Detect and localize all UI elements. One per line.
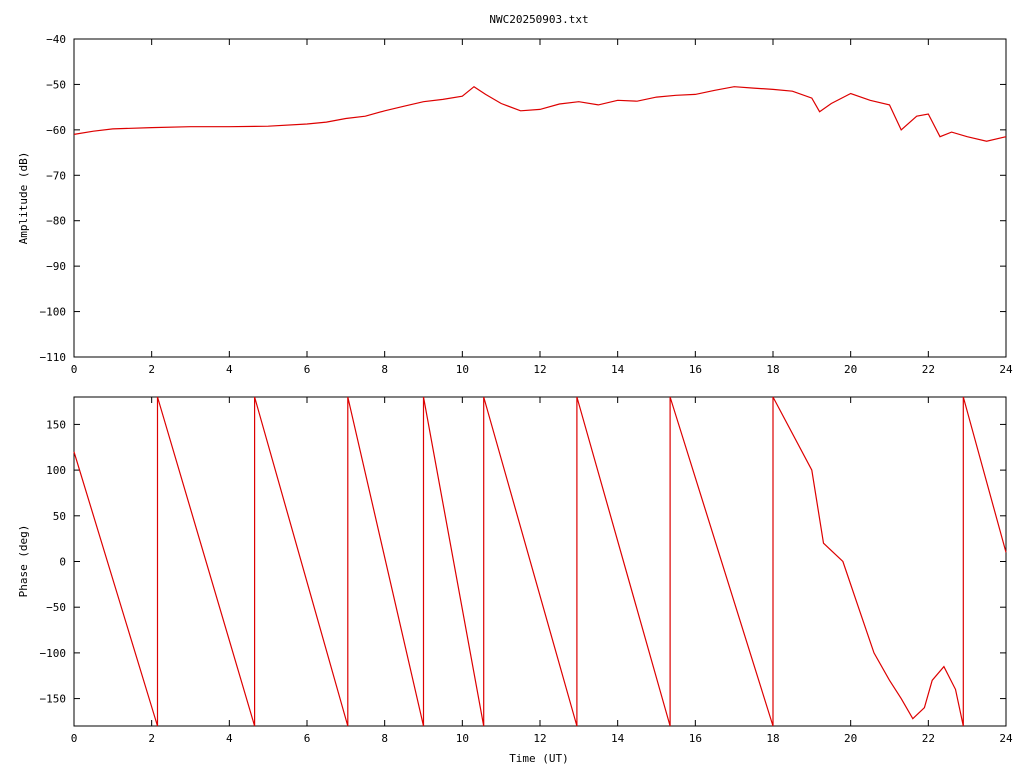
amplitude-y-axis-label: Amplitude (dB) [17,152,30,245]
amplitude-axis-ticks: 0 2 4 6 8 10 12 14 16 18 20 22 24−110−100−90−80−70−6… [40,33,1013,376]
amplitude-x-tick-label: 24 [999,363,1013,376]
amplitude-y-tick-label: −100 [40,306,67,319]
phase-x-tick-label: 8 [381,732,388,745]
phase-x-tick-label: 16 [689,732,702,745]
phase-x-tick-label: 10 [456,732,469,745]
phase-axis-ticks: 0 2 4 6 8 10 12 14 16 18 20 22 24−150−100−5005010015… [40,397,1013,745]
amplitude-x-tick-label: 22 [922,363,935,376]
amplitude-x-tick-label: 8 [381,363,388,376]
phase-plot-frame [73,396,1007,727]
amplitude-panel: 0 2 4 6 8 10 12 14 16 18 20 22 24−110−100−90−80−70−6… [17,33,1013,376]
amplitude-y-tick-label: −70 [46,169,66,182]
phase-y-tick-label: 0 [59,556,66,569]
phase-x-tick-label: 14 [611,732,625,745]
amplitude-y-tick-label: −60 [46,124,66,137]
phase-x-tick-label: 0 [71,732,78,745]
time-x-axis-label: Time (UT) [509,752,569,765]
phase-x-tick-label: 2 [148,732,155,745]
phase-y-tick-label: 150 [46,418,66,431]
amplitude-x-tick-label: 2 [148,363,155,376]
phase-y-tick-label: −150 [40,693,67,706]
phase-panel: 0 2 4 6 8 10 12 14 16 18 20 22 24−150−100−5005010015… [17,396,1013,765]
amplitude-x-tick-label: 10 [456,363,469,376]
phase-y-tick-label: −50 [46,601,66,614]
amplitude-plot-frame [73,38,1007,358]
amplitude-y-tick-label: −50 [46,78,66,91]
phase-y-axis-label: Phase (deg) [17,525,30,598]
amplitude-series-line [73,85,1007,142]
amplitude-x-tick-label: 20 [844,363,857,376]
amplitude-y-tick-label: −90 [46,260,66,273]
amplitude-x-tick-label: 6 [304,363,311,376]
amplitude-x-tick-label: 14 [611,363,625,376]
chart-title: NWC20250903.txt [489,13,588,26]
phase-x-tick-label: 22 [922,732,935,745]
phase-x-tick-label: 4 [226,732,233,745]
phase-series-line [73,396,1007,727]
phase-y-tick-label: 100 [46,464,66,477]
amplitude-x-tick-label: 4 [226,363,233,376]
phase-x-tick-label: 6 [304,732,311,745]
amplitude-y-tick-label: −40 [46,33,66,46]
amplitude-x-tick-label: 12 [533,363,546,376]
amplitude-y-tick-label: −80 [46,215,66,228]
phase-x-tick-label: 12 [533,732,546,745]
phase-x-tick-label: 24 [999,732,1013,745]
amplitude-x-tick-label: 0 [71,363,78,376]
phase-y-tick-label: 50 [53,510,66,523]
amplitude-x-tick-label: 16 [689,363,702,376]
phase-x-tick-label: 18 [766,732,779,745]
phase-y-tick-label: −100 [40,647,67,660]
phase-x-tick-label: 20 [844,732,857,745]
amplitude-x-tick-label: 18 [766,363,779,376]
amplitude-y-tick-label: −110 [40,351,67,364]
